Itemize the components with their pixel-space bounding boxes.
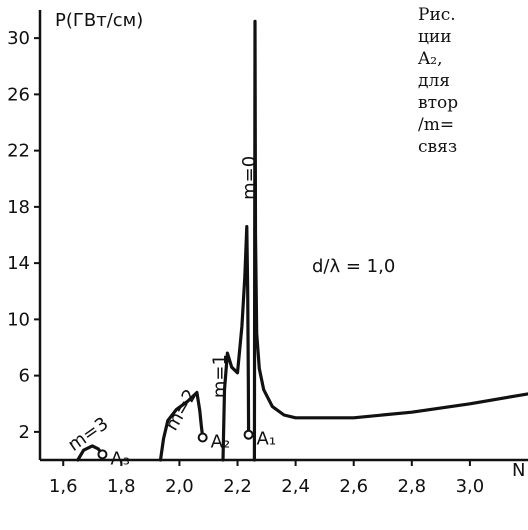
- y-tick-label: 18: [7, 197, 30, 218]
- x-tick-label: 2,8: [397, 476, 426, 497]
- caption-line: для: [418, 71, 450, 91]
- series-line-m0: [252, 19, 528, 462]
- y-tick-label: 26: [7, 84, 30, 105]
- endpoint-marker: [97, 449, 108, 460]
- y-tick-label: 2: [19, 422, 30, 443]
- caption-line: ции: [418, 27, 452, 47]
- x-tick-label: 3,0: [456, 476, 485, 497]
- caption-line: A₂,: [417, 49, 443, 69]
- y-tick-label: 14: [7, 253, 30, 274]
- y-tick-label: 22: [7, 141, 30, 162]
- y-tick-label: 10: [7, 309, 30, 330]
- series-label: m=2: [161, 386, 201, 435]
- y-tick-label: 30: [7, 28, 30, 49]
- endpoint-label: A₃: [110, 448, 130, 469]
- x-tick-label: 1,6: [49, 476, 78, 497]
- series-line-m1: [221, 225, 251, 462]
- series-line-m2: [158, 390, 205, 462]
- x-tick-label: 2,6: [339, 476, 368, 497]
- x-axis-label: N: [512, 460, 525, 481]
- y-axis-label: P(ГВт/см): [55, 10, 143, 31]
- caption-line: связ: [418, 137, 457, 157]
- series-label: m=0: [239, 156, 260, 200]
- series-label: m=1: [209, 354, 230, 398]
- x-tick-label: 2,4: [281, 476, 310, 497]
- caption-line: /m=: [418, 115, 454, 135]
- param-label: d/λ = 1,0: [312, 256, 395, 277]
- y-tick-label: 6: [19, 366, 30, 387]
- caption-line: Рис.: [418, 5, 456, 25]
- endpoint-label: A₂: [211, 432, 231, 453]
- caption-line: втор: [418, 93, 458, 113]
- x-tick-label: 2,0: [165, 476, 194, 497]
- endpoint-marker: [197, 432, 208, 443]
- endpoint-label: A₁: [257, 429, 277, 450]
- x-tick-label: 1,8: [107, 476, 136, 497]
- x-tick-label: 2,2: [223, 476, 252, 497]
- endpoint-marker: [243, 429, 254, 440]
- series-layer: [76, 19, 528, 462]
